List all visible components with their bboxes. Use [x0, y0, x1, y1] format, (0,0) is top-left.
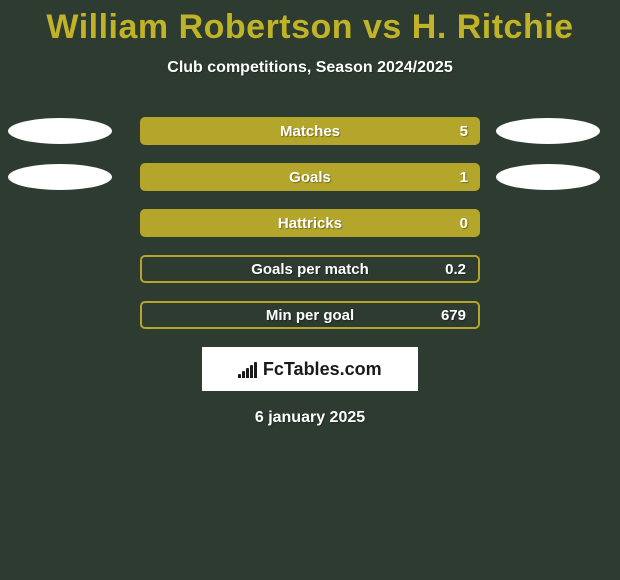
right-ellipse: [496, 118, 600, 144]
stat-bar: Matches 5: [140, 117, 480, 145]
logo-text: FcTables.com: [263, 359, 382, 380]
stat-row: Min per goal 679: [0, 301, 620, 329]
logo-box: FcTables.com: [202, 347, 418, 391]
stat-row: Goals 1: [0, 163, 620, 191]
stat-label: Goals: [289, 169, 331, 186]
date-text: 6 january 2025: [0, 409, 620, 427]
stat-label: Goals per match: [251, 261, 369, 278]
stat-bar: Min per goal 679: [140, 301, 480, 329]
stat-row: Goals per match 0.2: [0, 255, 620, 283]
stat-label: Matches: [280, 123, 340, 140]
stat-value: 5: [460, 123, 468, 140]
stat-bar: Goals per match 0.2: [140, 255, 480, 283]
barchart-icon: [238, 360, 257, 378]
stat-label: Min per goal: [266, 307, 354, 324]
stat-bar: Hattricks 0: [140, 209, 480, 237]
stat-label: Hattricks: [278, 215, 342, 232]
subtitle: Club competitions, Season 2024/2025: [0, 59, 620, 77]
stat-row: Matches 5: [0, 117, 620, 145]
stat-bar: Goals 1: [140, 163, 480, 191]
stat-value: 0.2: [445, 261, 466, 278]
left-ellipse: [8, 118, 112, 144]
stat-row: Hattricks 0: [0, 209, 620, 237]
right-ellipse: [496, 164, 600, 190]
left-ellipse: [8, 164, 112, 190]
container: William Robertson vs H. Ritchie Club com…: [0, 0, 620, 580]
stat-value: 0: [460, 215, 468, 232]
stat-value: 1: [460, 169, 468, 186]
stats-area: Matches 5 Goals 1 Hattricks 0 Goals per match 0…: [0, 117, 620, 329]
page-title: William Robertson vs H. Ritchie: [0, 0, 620, 47]
stat-value: 679: [441, 307, 466, 324]
